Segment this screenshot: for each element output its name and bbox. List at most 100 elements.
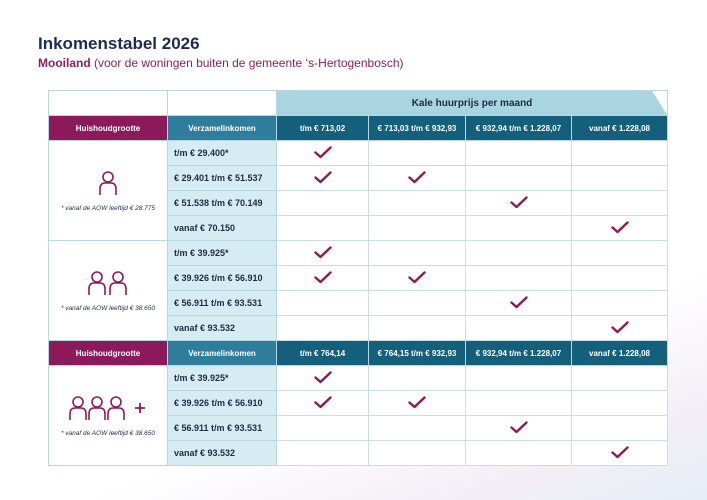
page-title: Inkomenstabel 2026 <box>38 34 200 53</box>
rent-cell <box>571 315 668 341</box>
rent-cell <box>465 140 572 166</box>
rent-cell <box>465 265 572 291</box>
rent-cell <box>276 140 369 166</box>
subtitle-brand: Mooiland <box>38 56 91 70</box>
rent-cell <box>368 215 466 241</box>
income-range: € 51.538 t/m € 70.149 <box>167 190 277 216</box>
rent-cell <box>465 440 572 466</box>
rent-cell <box>368 315 466 341</box>
rent-cell <box>368 165 466 191</box>
rent-cell <box>276 165 369 191</box>
rent-cell <box>465 390 572 416</box>
rent-cell <box>571 140 668 166</box>
rent-cell <box>368 365 466 391</box>
rent-cell <box>276 190 369 216</box>
rent-cell <box>571 165 668 191</box>
income-range: € 56.911 t/m € 93.531 <box>167 415 277 441</box>
check-icon <box>313 145 332 158</box>
household-group: * vanaf de AOW leeftijd € 38.650 <box>48 240 168 341</box>
rent-cell <box>276 290 369 316</box>
rent-column-header: vanaf € 1.228,08 <box>571 115 668 141</box>
rent-cell <box>571 215 668 241</box>
income-range: € 39.926 t/m € 56.910 <box>167 265 277 291</box>
income-range: t/m € 39.925* <box>167 365 277 391</box>
rent-cell <box>465 315 572 341</box>
rent-cell <box>465 215 572 241</box>
table-row: € 29.401 t/m € 51.537 <box>49 165 668 191</box>
rent-column-header: € 932,94 t/m € 1.228,07 <box>465 340 572 366</box>
check-icon <box>509 295 528 308</box>
rent-cell <box>368 265 466 291</box>
rent-cell <box>276 440 369 466</box>
rent-cell <box>465 190 572 216</box>
rent-cell <box>571 290 668 316</box>
check-icon <box>408 270 426 283</box>
rent-cell <box>368 240 466 266</box>
check-icon <box>313 170 332 183</box>
aow-note: * vanaf de AOW leeftijd € 28.775 <box>60 205 156 212</box>
rent-column-header: € 713,03 t/m € 932,93 <box>368 115 466 141</box>
table-row: vanaf € 93.532 <box>49 315 668 341</box>
household-header: Huishoudgrootte <box>48 115 168 141</box>
income-table: Kale huurprijs per maand Huishoudgrootte… <box>48 90 668 466</box>
rent-cell <box>571 365 668 391</box>
rent-cell <box>571 440 668 466</box>
rent-cell <box>571 240 668 266</box>
table-row: * vanaf de AOW leeftijd € 38.650 t/m € 39… <box>48 365 668 466</box>
check-icon <box>408 395 426 408</box>
income-range: t/m € 39.925* <box>167 240 277 266</box>
income-range: € 39.926 t/m € 56.910 <box>167 390 277 416</box>
three-plus-persons-icon <box>67 396 149 424</box>
table-row: € 39.926 t/m € 56.910 <box>49 265 668 291</box>
rent-cell <box>571 390 668 416</box>
rent-cell <box>276 315 369 341</box>
two-persons-icon <box>86 271 130 299</box>
rent-column-header: € 932,94 t/m € 1.228,07 <box>465 115 572 141</box>
check-icon <box>313 370 332 383</box>
rent-cell <box>465 240 572 266</box>
check-icon <box>313 270 332 283</box>
rent-cell <box>276 365 369 391</box>
rent-cell <box>276 240 369 266</box>
rent-cell <box>465 165 572 191</box>
subtitle-rest: (voor de woningen buiten de gemeente ‘s-… <box>90 56 404 70</box>
rent-column-header: vanaf € 1.228,08 <box>571 340 668 366</box>
table-row: € 56.911 t/m € 93.531 <box>49 290 668 316</box>
rent-cell <box>368 390 466 416</box>
rent-cell <box>276 390 369 416</box>
rent-cell <box>368 415 466 441</box>
income-header: Verzamelinkomen <box>167 115 277 141</box>
check-icon <box>610 320 629 333</box>
check-icon <box>313 245 332 258</box>
rent-column-header: t/m € 713,02 <box>276 115 369 141</box>
rent-cell <box>276 265 369 291</box>
rent-cell <box>276 215 369 241</box>
rent-cell <box>571 265 668 291</box>
income-range: vanaf € 93.532 <box>167 315 277 341</box>
rent-cell <box>465 415 572 441</box>
household-group: * vanaf de AOW leeftijd € 28.775 <box>48 140 168 241</box>
income-range: € 29.401 t/m € 51.537 <box>167 165 277 191</box>
rent-cell <box>571 190 668 216</box>
aow-note: * vanaf de AOW leeftijd € 38.650 <box>60 430 156 437</box>
rent-cell <box>465 290 572 316</box>
income-range: t/m € 29.400* <box>167 140 277 166</box>
rent-cell <box>368 440 466 466</box>
header-blank <box>48 90 168 116</box>
table-row: € 39.926 t/m € 56.910 <box>49 390 668 416</box>
check-icon <box>610 220 629 233</box>
check-icon <box>610 445 629 458</box>
table-row: vanaf € 93.532 <box>49 440 668 466</box>
table-row: * vanaf de AOW leeftijd € 38.650 t/m € 39… <box>48 240 668 341</box>
header-blank <box>167 90 277 116</box>
income-range: vanaf € 93.532 <box>167 440 277 466</box>
aow-note: * vanaf de AOW leeftijd € 38.650 <box>60 305 156 312</box>
rent-cell <box>368 190 466 216</box>
rent-cell <box>368 290 466 316</box>
page-subtitle: Mooiland (voor de woningen buiten de gem… <box>38 56 404 70</box>
rent-header: Kale huurprijs per maand <box>276 90 668 116</box>
check-icon <box>313 395 332 408</box>
one-person-icon <box>97 171 119 199</box>
household-group: * vanaf de AOW leeftijd € 38.650 <box>48 365 168 466</box>
rent-cell <box>276 415 369 441</box>
